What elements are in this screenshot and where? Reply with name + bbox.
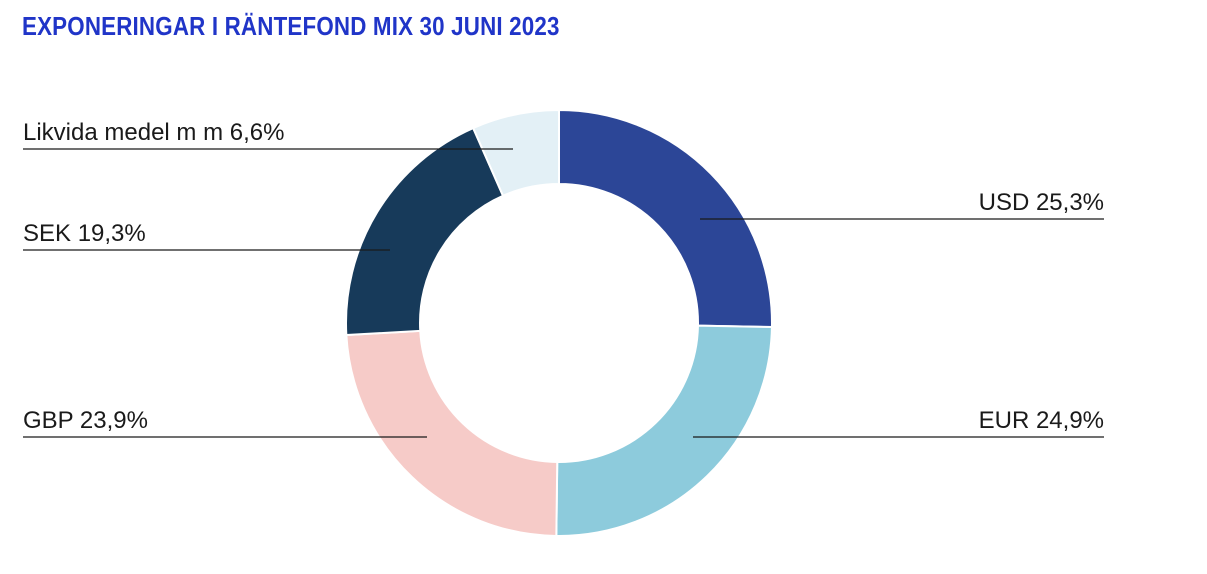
donut-slice-3 [345,329,559,537]
slice-label-4: SEK 19,3% [23,220,146,247]
slice-label-2: EUR 24,9% [979,407,1104,434]
slice-label-5: Likvida medel m m 6,6% [23,119,284,146]
slice-label-3: GBP 23,9% [23,407,148,434]
donut-slice-1 [558,108,773,329]
donut-slice-2 [555,324,773,537]
donut-slice-4 [345,126,505,337]
slice-label-1: USD 25,3% [979,189,1104,216]
chart-title: EXPONERINGAR I RÄNTEFOND MIX 30 JUNI 202… [22,11,560,41]
donut-slice-5 [471,108,560,198]
